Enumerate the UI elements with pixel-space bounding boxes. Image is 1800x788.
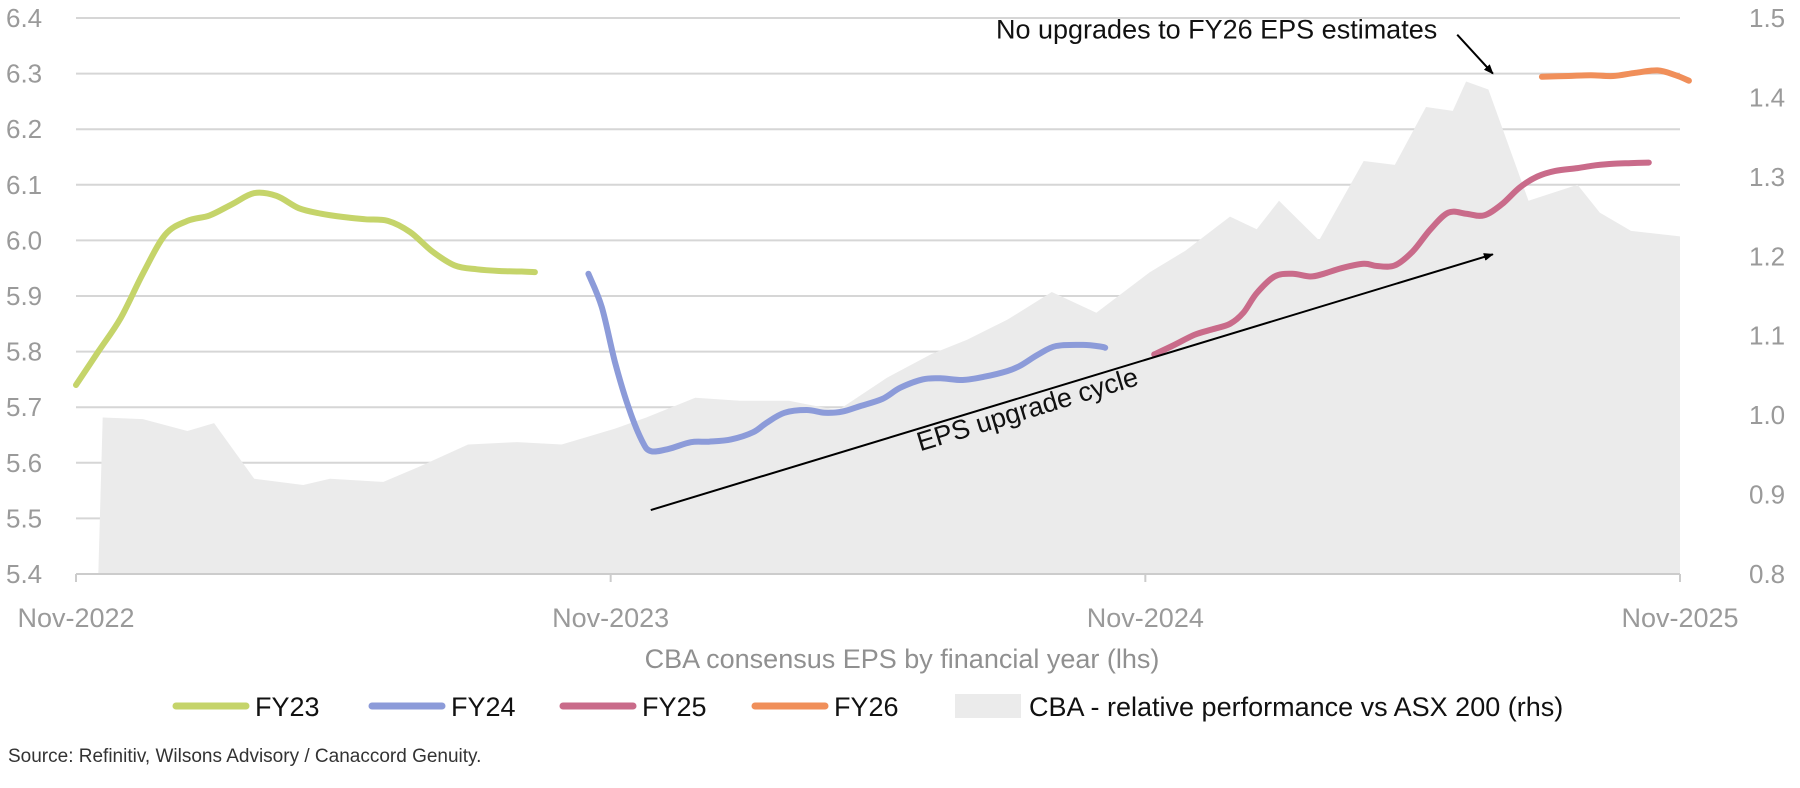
y-right-tick-label: 1.3: [1749, 162, 1785, 192]
y-left-tick-label: 6.1: [6, 170, 42, 200]
relative-performance-area-layer: [98, 81, 1680, 574]
y-left-tick-label: 5.9: [6, 281, 42, 311]
legend-label: FY24: [451, 692, 516, 722]
legend: FY23 FY24 FY25 FY26 CBA - relative performan…: [172, 692, 1563, 722]
y-left-tick-label: 6.3: [6, 59, 42, 89]
y-left-tick-label: 5.7: [6, 392, 42, 422]
source-note: Source: Refinitiv, Wilsons Advisory / Ca…: [8, 746, 481, 767]
y-left-tick-label: 5.4: [6, 559, 42, 589]
legend-swatch: [955, 694, 1021, 718]
x-tick-label: Nov-2023: [552, 603, 669, 633]
y-left-tick-label: 6.0: [6, 225, 42, 255]
y-right-tick-label: 1.1: [1749, 321, 1785, 351]
annotation-arrow: [1456, 34, 1494, 75]
legend-label: FY26: [834, 692, 899, 722]
y-left-tick-label: 5.6: [6, 448, 42, 478]
series-line-fy23: [73, 189, 538, 388]
gridlines: [76, 17, 1680, 520]
y-left-tick-label: 6.4: [6, 3, 42, 33]
legend-label: FY25: [642, 692, 707, 722]
series-line-fy26: [1538, 67, 1692, 84]
annotation-no-upgrades: No upgrades to FY26 EPS estimates: [996, 15, 1437, 45]
y-right-tick-label: 0.8: [1749, 559, 1785, 589]
axes: 5.4 5.5 5.6 5.7 5.8 5.9 6.0 6.1 6.2 6.3 6.4 0.8 0.9 1…: [6, 3, 1785, 633]
y-left-tick-label: 5.8: [6, 337, 42, 367]
relative-performance-area: [98, 81, 1680, 574]
y-right-tick-label: 0.9: [1749, 480, 1785, 510]
y-left-tick-label: 6.2: [6, 114, 42, 144]
y-right-tick-label: 1.5: [1749, 3, 1785, 33]
eps-series-layer: [73, 67, 1692, 455]
y-right-tick-label: 1.0: [1749, 400, 1785, 430]
x-tick-label: Nov-2022: [17, 603, 134, 633]
series-line-fy25: [1151, 159, 1652, 358]
y-left-tick-label: 5.5: [6, 503, 42, 533]
x-tick-label: Nov-2024: [1087, 603, 1204, 633]
y-right-tick-label: 1.4: [1749, 82, 1785, 112]
x-tick-label: Nov-2025: [1621, 603, 1738, 633]
x-axis-title: CBA consensus EPS by financial year (lhs…: [645, 644, 1160, 674]
legend-label: CBA - relative performance vs ASX 200 (r…: [1029, 692, 1563, 722]
y-right-tick-label: 1.2: [1749, 241, 1785, 271]
annotation-arrow: [650, 253, 1494, 512]
legend-label: FY23: [255, 692, 320, 722]
series-line-fy24: [585, 270, 1109, 455]
